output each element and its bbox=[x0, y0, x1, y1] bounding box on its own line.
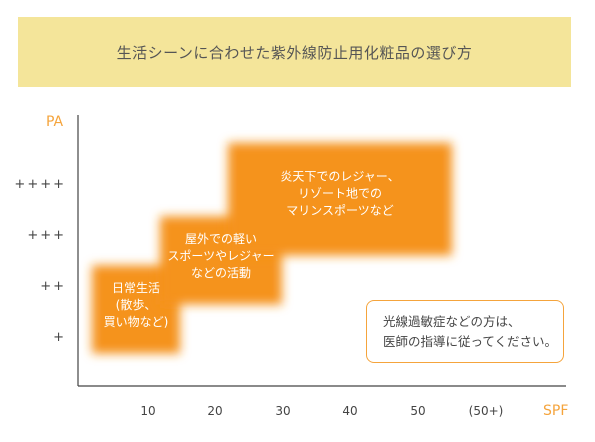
x-tick-label: 40 bbox=[342, 404, 357, 418]
region-1-label-line-2: (散歩、 bbox=[116, 297, 157, 312]
region-1-label-line-1: 日常生活 bbox=[112, 281, 160, 295]
y-axis-label: PA bbox=[46, 114, 64, 130]
region-block-3 bbox=[228, 142, 452, 256]
region-2-label-line-3: などの活動 bbox=[191, 266, 251, 280]
x-tick-label: 10 bbox=[140, 404, 155, 418]
note-line-1: 光線過敏症などの方は、 bbox=[383, 313, 521, 329]
x-axis-label: SPF bbox=[543, 403, 568, 419]
y-tick-label: ++ bbox=[40, 279, 66, 294]
x-tick-label: 50 bbox=[410, 404, 425, 418]
chart-title: 生活シーンに合わせた紫外線防止用化粧品の選び方 bbox=[116, 43, 473, 62]
region-3-label-line-2: リゾート地での bbox=[298, 187, 382, 201]
y-tick-label: + bbox=[53, 330, 66, 345]
region-3-label-line-3: マリンスポーツなど bbox=[286, 204, 394, 218]
region-1-label-line-3: 買い物など) bbox=[104, 315, 169, 329]
y-tick-label: ++++ bbox=[14, 177, 66, 192]
note-line-2: 医師の指導に従ってください。 bbox=[383, 333, 558, 349]
note-box: 光線過敏症などの方は、 医師の指導に従ってください。 bbox=[366, 300, 564, 363]
title-banner: 生活シーンに合わせた紫外線防止用化粧品の選び方 bbox=[18, 17, 571, 87]
region-3-label-line-1: 炎天下でのレジャー、 bbox=[280, 170, 399, 184]
region-2-label-line-1: 屋外での軽い bbox=[185, 232, 257, 246]
x-tick-label: 20 bbox=[207, 404, 222, 418]
x-tick-label: 30 bbox=[275, 404, 290, 418]
region-2-label-line-2: スポーツやレジャー bbox=[167, 249, 274, 263]
x-tick-label: (50+) bbox=[469, 404, 504, 418]
y-tick-label: +++ bbox=[27, 228, 66, 243]
